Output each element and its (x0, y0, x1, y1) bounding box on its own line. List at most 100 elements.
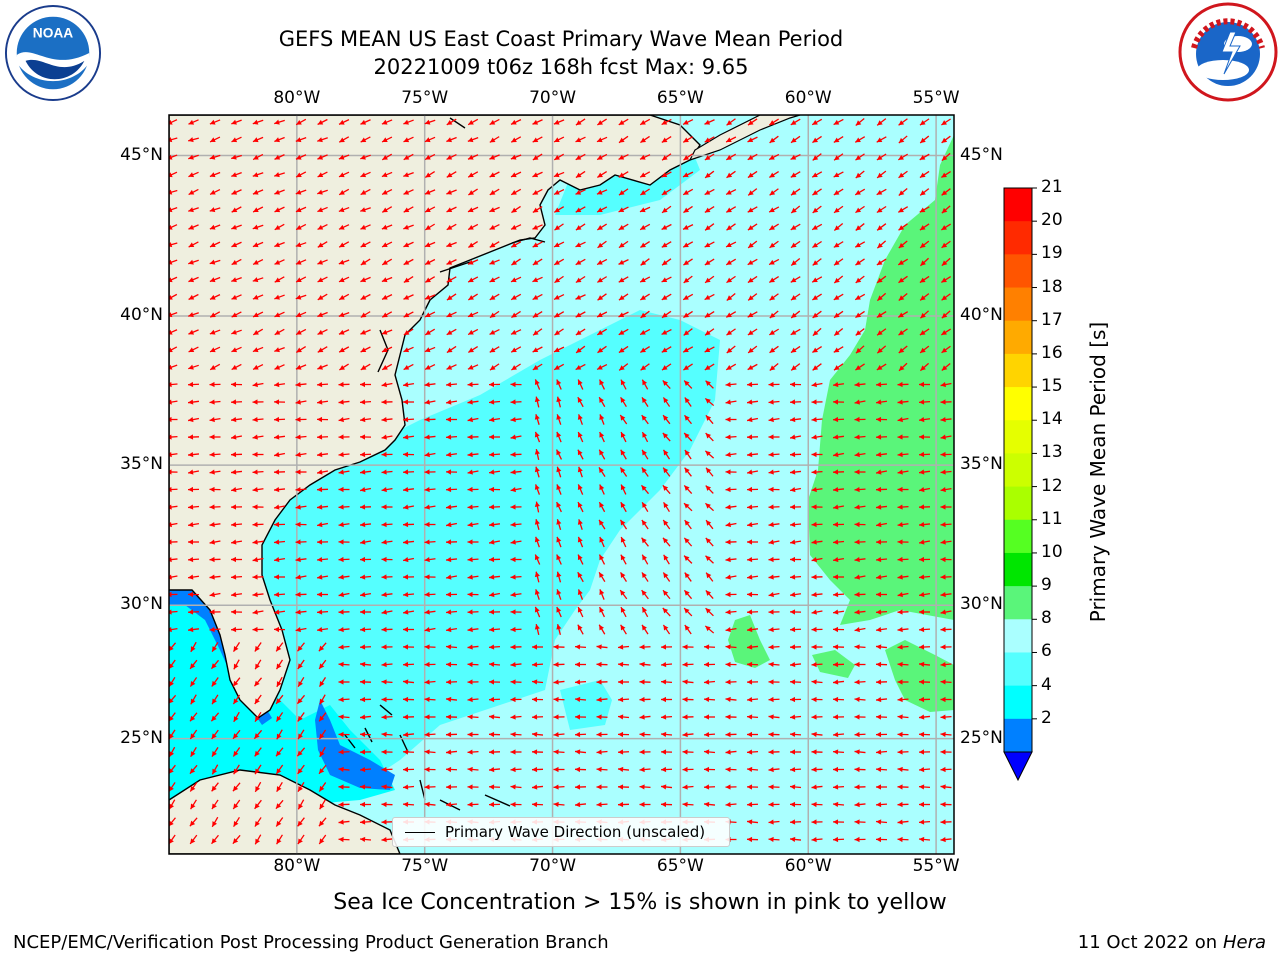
wave-arrow (230, 399, 243, 405)
wave-arrow (489, 241, 500, 248)
wave-arrow (897, 644, 909, 650)
wave-arrow (683, 153, 693, 161)
wave-arrow (812, 310, 822, 319)
footer-date-text: 11 Oct 2022 on (1077, 932, 1223, 953)
wave-arrow (683, 363, 693, 371)
wave-arrow (855, 363, 865, 371)
wave-arrow (381, 487, 393, 493)
wave-arrow (618, 276, 629, 283)
colorbar-swatch (1004, 586, 1032, 620)
wave-arrow (898, 240, 908, 249)
wave-arrow (746, 644, 759, 650)
wave-arrow (641, 467, 649, 477)
wave-arrow (725, 749, 737, 755)
wave-arrow (833, 766, 844, 773)
wave-arrow (832, 784, 845, 790)
land-nova-scotia (688, 115, 801, 162)
wave-arrow (209, 154, 221, 160)
wave-arrow (169, 659, 176, 670)
wave-arrow (317, 154, 328, 160)
colorbar-swatch (1004, 718, 1032, 753)
wave-arrow (402, 486, 415, 493)
wave-arrow (252, 206, 264, 213)
wave-arrow (510, 224, 522, 230)
wave-arrow (169, 242, 178, 248)
wave-arrow (640, 188, 650, 196)
wave-arrow (617, 801, 630, 808)
wave-arrow (746, 469, 759, 475)
wave-arrow (169, 293, 178, 300)
wave-arrow (897, 819, 909, 825)
wave-arrow (768, 381, 780, 388)
wave-arrow (338, 574, 350, 580)
wave-arrow (619, 589, 628, 600)
wave-arrow (618, 118, 629, 126)
wave-arrow (941, 293, 951, 301)
wave-arrow (725, 381, 737, 388)
wave-arrow (534, 379, 541, 390)
wave-arrow (577, 484, 584, 495)
wave-arrow (556, 624, 562, 635)
wave-arrow (295, 539, 307, 545)
wave-arrow (556, 571, 562, 583)
wave-arrow (381, 258, 393, 266)
wave-arrow (424, 486, 436, 493)
wave-arrow (747, 240, 758, 249)
wave-arrow (295, 556, 307, 563)
wave-arrow (897, 592, 909, 598)
wave-arrow (875, 731, 888, 738)
wave-arrow (510, 451, 522, 458)
wave-arrow (940, 696, 952, 703)
wave-arrow (318, 677, 327, 687)
wave-arrow (555, 449, 563, 460)
wave-arrow (747, 363, 758, 371)
wave-arrow (403, 275, 414, 284)
wave-arrow (682, 136, 694, 143)
wave-arrow (875, 801, 888, 808)
wave-arrow (703, 749, 716, 755)
wave-arrow (832, 679, 845, 685)
wave-arrow (617, 766, 630, 773)
wave-arrow (188, 346, 199, 353)
wave-arrow (769, 310, 779, 319)
wave-arrow (295, 486, 307, 493)
wave-arrow (918, 487, 931, 493)
wave-arrow (617, 661, 630, 668)
wave-arrow (703, 679, 716, 685)
wave-arrow (402, 434, 415, 440)
wave-arrow (940, 574, 952, 580)
wave-arrow (360, 801, 371, 808)
wave-arrow (683, 205, 693, 214)
wave-arrow (338, 154, 350, 160)
wave-arrow (683, 502, 693, 512)
wave-arrow (188, 207, 199, 213)
wave-arrow (768, 486, 780, 493)
wave-arrow (296, 694, 306, 705)
wave-arrow (359, 451, 372, 458)
footer-machine: Hera (1222, 932, 1266, 953)
wave-arrow (511, 205, 521, 214)
colorbar-tick-label: 14 (1041, 409, 1063, 430)
wave-arrow (553, 363, 565, 371)
wave-arrow (725, 539, 737, 545)
wave-arrow (577, 466, 583, 478)
wave-arrow (424, 434, 436, 440)
wave-arrow (618, 259, 629, 265)
wave-arrow (618, 240, 629, 249)
wave-arrow (640, 484, 650, 495)
wave-arrow (940, 328, 952, 336)
wave-arrow (338, 276, 350, 283)
wave-arrow (187, 504, 200, 510)
wave-arrow (553, 661, 565, 668)
wave-arrow (897, 399, 909, 405)
wave-arrow (424, 766, 436, 773)
wave-arrow (617, 696, 630, 703)
wave-arrow (918, 504, 931, 510)
wave-arrow (211, 834, 219, 845)
wave-arrow (832, 644, 845, 650)
wave-arrow (768, 836, 780, 843)
wave-arrow (273, 591, 286, 598)
wave-arrow (359, 696, 372, 703)
wave-arrow (875, 766, 888, 773)
wave-arrow (318, 729, 327, 740)
